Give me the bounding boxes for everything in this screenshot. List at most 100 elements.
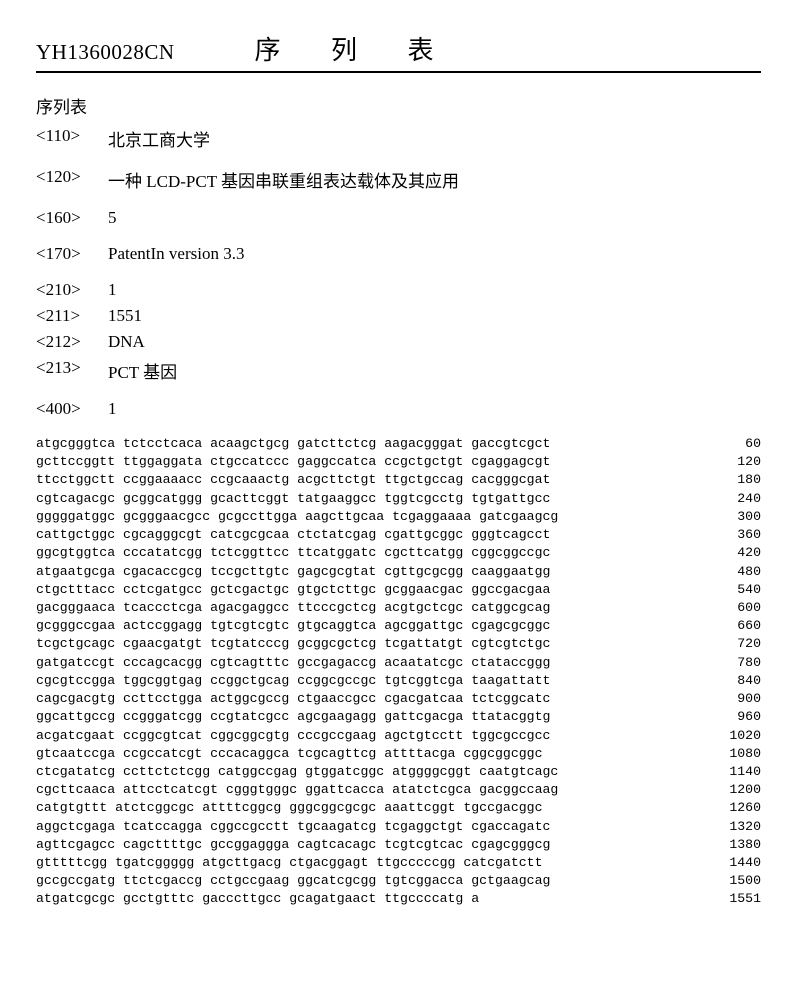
- meta-block-400: <400> 1: [36, 399, 761, 419]
- sequence-text: ctcgatatcg ccttctctcgg catggccgag gtggat…: [36, 763, 558, 781]
- meta-tag-170: <170>: [36, 244, 108, 264]
- sequence-row: aggctcgaga tcatccagga cggccgcctt tgcaaga…: [36, 818, 761, 836]
- subtitle: 序列表: [36, 93, 761, 118]
- page-container: YH1360028CN 序 列 表 序列表 <110> 北京工商大学 <120>…: [0, 0, 797, 929]
- meta-val-213: PCT 基因: [108, 358, 177, 383]
- sequence-block: atgcgggtca tctcctcaca acaagctgcg gatcttc…: [36, 435, 761, 909]
- sequence-row: ttcctggctt ccggaaaacc ccgcaaactg acgcttc…: [36, 471, 761, 489]
- sequence-row: gatgatccgt cccagcacgg cgtcagtttc gccgaga…: [36, 654, 761, 672]
- sequence-position: 120: [711, 453, 761, 471]
- sequence-position: 300: [711, 508, 761, 526]
- sequence-text: aggctcgaga tcatccagga cggccgcctt tgcaaga…: [36, 818, 550, 836]
- meta-line-400: <400> 1: [36, 399, 761, 419]
- sequence-text: atgcgggtca tctcctcaca acaagctgcg gatcttc…: [36, 435, 550, 453]
- sequence-text: gcttccggtt ttggaggata ctgccatccc gaggcca…: [36, 453, 550, 471]
- sequence-row: agttcgagcc cagcttttgc gccggaggga cagtcac…: [36, 836, 761, 854]
- sequence-text: ttcctggctt ccggaaaacc ccgcaaactg acgcttc…: [36, 471, 550, 489]
- sequence-text: gtttttcgg tgatcggggg atgcttgacg ctgacgga…: [36, 854, 542, 872]
- meta-block-110: <110> 北京工商大学: [36, 126, 761, 151]
- meta-block-170: <170> PatentIn version 3.3: [36, 244, 761, 264]
- sequence-row: acgatcgaat ccggcgtcat cggcggcgtg cccgccg…: [36, 727, 761, 745]
- sequence-text: cattgctggc cgcagggcgt catcgcgcaa ctctatc…: [36, 526, 550, 544]
- header-row: YH1360028CN 序 列 表: [36, 30, 761, 73]
- sequence-text: gggggatggc gcgggaacgcc gcgccttgga aagctt…: [36, 508, 558, 526]
- sequence-position: 720: [711, 635, 761, 653]
- meta-line-160: <160> 5: [36, 208, 761, 228]
- sequence-row: gtcaatccga ccgccatcgt cccacaggca tcgcagt…: [36, 745, 761, 763]
- meta-tag-120: <120>: [36, 167, 108, 192]
- meta-line-120: <120> 一种 LCD-PCT 基因串联重组表达载体及其应用: [36, 167, 761, 192]
- sequence-position: 780: [711, 654, 761, 672]
- sequence-text: catgtgttt atctcggcgc attttcggcg gggcggcg…: [36, 799, 542, 817]
- sequence-text: cagcgacgtg ccttcctgga actggcgccg ctgaacc…: [36, 690, 550, 708]
- meta-tag-400: <400>: [36, 399, 108, 419]
- sequence-text: cgtcagacgc gcggcatggg gcacttcggt tatgaag…: [36, 490, 550, 508]
- meta-val-210: 1: [108, 280, 117, 300]
- sequence-position: 1440: [711, 854, 761, 872]
- sequence-row: ctgctttacc cctcgatgcc gctcgactgc gtgctct…: [36, 581, 761, 599]
- sequence-text: cgcttcaaca attcctcatcgt cgggtgggc ggattc…: [36, 781, 558, 799]
- meta-val-110: 北京工商大学: [108, 126, 210, 151]
- meta-line-110: <110> 北京工商大学: [36, 126, 761, 151]
- meta-line-170: <170> PatentIn version 3.3: [36, 244, 761, 264]
- sequence-position: 420: [711, 544, 761, 562]
- sequence-text: tcgctgcagc cgaacgatgt tcgtatcccg gcggcgc…: [36, 635, 550, 653]
- sequence-text: atgatcgcgc gcctgtttc gacccttgcc gcagatga…: [36, 890, 479, 908]
- sequence-position: 960: [711, 708, 761, 726]
- sequence-row: gacgggaaca tcaccctcga agacgaggcc ttcccgc…: [36, 599, 761, 617]
- sequence-position: 240: [711, 490, 761, 508]
- sequence-row: cattgctggc cgcagggcgt catcgcgcaa ctctatc…: [36, 526, 761, 544]
- meta-block-210s: <210> 1 <211> 1551 <212> DNA <213> PCT 基…: [36, 280, 761, 383]
- meta-block-120: <120> 一种 LCD-PCT 基因串联重组表达载体及其应用: [36, 167, 761, 192]
- sequence-row: cgcttcaaca attcctcatcgt cgggtgggc ggattc…: [36, 781, 761, 799]
- sequence-position: 180: [711, 471, 761, 489]
- sequence-row: gggggatggc gcgggaacgcc gcgccttgga aagctt…: [36, 508, 761, 526]
- meta-block-160: <160> 5: [36, 208, 761, 228]
- sequence-row: gcgggccgaa actccggagg tgtcgtcgtc gtgcagg…: [36, 617, 761, 635]
- sequence-row: catgtgttt atctcggcgc attttcggcg gggcggcg…: [36, 799, 761, 817]
- sequence-text: cgcgtccgga tggcggtgag ccggctgcag ccggcgc…: [36, 672, 550, 690]
- sequence-text: gacgggaaca tcaccctcga agacgaggcc ttcccgc…: [36, 599, 550, 617]
- sequence-position: 1260: [711, 799, 761, 817]
- sequence-row: ggcattgccg ccgggatcgg ccgtatcgcc agcgaag…: [36, 708, 761, 726]
- sequence-row: ggcgtggtca cccatatcgg tctcggttcc ttcatgg…: [36, 544, 761, 562]
- sequence-position: 1080: [711, 745, 761, 763]
- sequence-position: 840: [711, 672, 761, 690]
- sequence-row: gtttttcgg tgatcggggg atgcttgacg ctgacgga…: [36, 854, 761, 872]
- sequence-text: gcgggccgaa actccggagg tgtcgtcgtc gtgcagg…: [36, 617, 550, 635]
- sequence-row: cagcgacgtg ccttcctgga actggcgccg ctgaacc…: [36, 690, 761, 708]
- sequence-row: ctcgatatcg ccttctctcgg catggccgag gtggat…: [36, 763, 761, 781]
- header-title: 序 列 表: [255, 30, 456, 67]
- sequence-position: 1200: [711, 781, 761, 799]
- sequence-row: atgaatgcga cgacaccgcg tccgcttgtc gagcgcg…: [36, 563, 761, 581]
- sequence-row: gccgccgatg ttctcgaccg cctgccgaag ggcatcg…: [36, 872, 761, 890]
- meta-val-170: PatentIn version 3.3: [108, 244, 244, 264]
- meta-tag-212: <212>: [36, 332, 108, 352]
- sequence-position: 1551: [711, 890, 761, 908]
- meta-tag-213: <213>: [36, 358, 108, 383]
- sequence-row: cgcgtccgga tggcggtgag ccggctgcag ccggcgc…: [36, 672, 761, 690]
- meta-tag-110: <110>: [36, 126, 108, 151]
- meta-val-400: 1: [108, 399, 117, 419]
- sequence-position: 1380: [711, 836, 761, 854]
- sequence-text: ggcgtggtca cccatatcgg tctcggttcc ttcatgg…: [36, 544, 550, 562]
- sequence-text: gtcaatccga ccgccatcgt cccacaggca tcgcagt…: [36, 745, 542, 763]
- sequence-text: acgatcgaat ccggcgtcat cggcggcgtg cccgccg…: [36, 727, 550, 745]
- sequence-position: 1140: [711, 763, 761, 781]
- sequence-position: 480: [711, 563, 761, 581]
- sequence-position: 900: [711, 690, 761, 708]
- sequence-text: atgaatgcga cgacaccgcg tccgcttgtc gagcgcg…: [36, 563, 550, 581]
- meta-val-160: 5: [108, 208, 117, 228]
- sequence-position: 60: [711, 435, 761, 453]
- sequence-row: cgtcagacgc gcggcatggg gcacttcggt tatgaag…: [36, 490, 761, 508]
- sequence-text: ctgctttacc cctcgatgcc gctcgactgc gtgctct…: [36, 581, 550, 599]
- sequence-text: ggcattgccg ccgggatcgg ccgtatcgcc agcgaag…: [36, 708, 550, 726]
- meta-val-120: 一种 LCD-PCT 基因串联重组表达载体及其应用: [108, 167, 459, 192]
- sequence-text: agttcgagcc cagcttttgc gccggaggga cagtcac…: [36, 836, 550, 854]
- sequence-position: 540: [711, 581, 761, 599]
- meta-tag-211: <211>: [36, 306, 108, 326]
- document-id: YH1360028CN: [36, 40, 175, 65]
- meta-line-210: <210> 1: [36, 280, 761, 300]
- meta-line-213: <213> PCT 基因: [36, 358, 761, 383]
- meta-tag-210: <210>: [36, 280, 108, 300]
